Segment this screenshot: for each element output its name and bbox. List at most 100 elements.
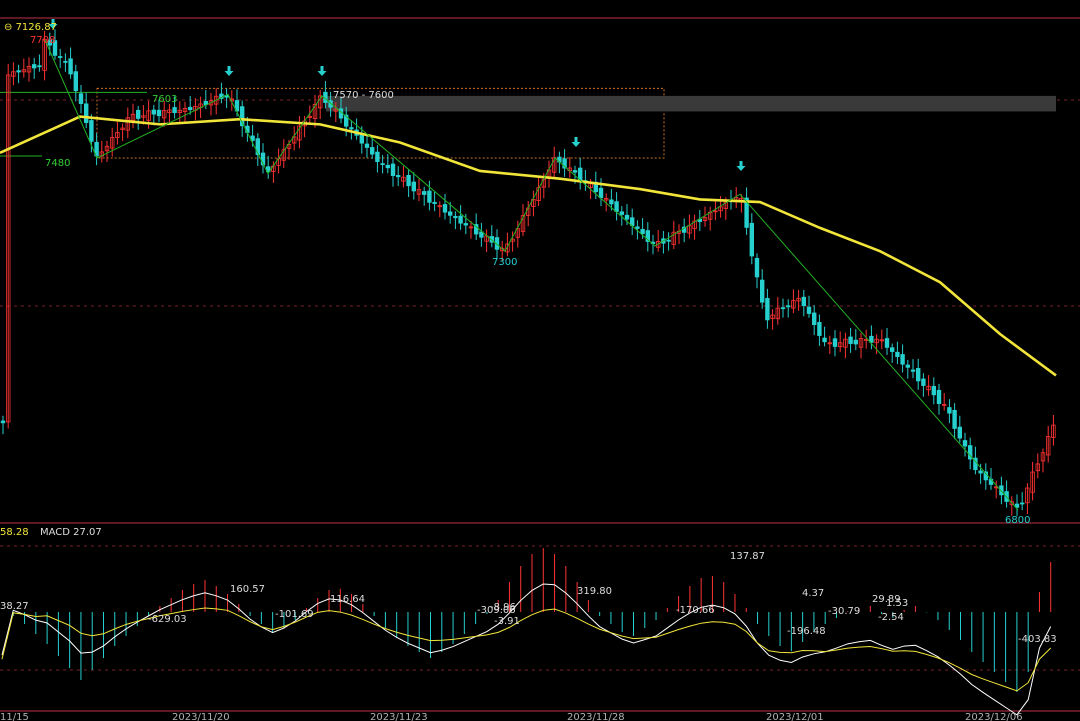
candle-body [744, 197, 749, 228]
candle-body [775, 307, 780, 320]
macd-label: 4.37 [802, 588, 824, 599]
candle-body [463, 223, 468, 226]
candle-body [645, 230, 650, 242]
candle-body [130, 113, 136, 121]
resistance-zone [326, 95, 1056, 112]
ma-value-label: ⊖ 7126.87 [4, 22, 57, 33]
candle-body [260, 152, 266, 166]
candle-body [936, 389, 942, 404]
candle-body [806, 306, 812, 314]
candle-body [702, 217, 708, 221]
candle-body [307, 116, 312, 118]
candle-body [671, 231, 676, 245]
price-label-high: 7708 [30, 35, 55, 46]
candle-body [21, 69, 26, 73]
candle-body [978, 470, 983, 474]
candle-body [37, 65, 42, 68]
macd-label: -309.06 [477, 605, 516, 616]
consolidation-rect [96, 87, 665, 159]
date-label: 2023/11/20 [172, 712, 230, 721]
macd-label: 38.27 [0, 601, 29, 612]
macd-label: -30.79 [828, 606, 860, 617]
candlestick-series [0, 29, 1056, 517]
candle-body [411, 181, 416, 192]
zigzag-polyline [44, 39, 1019, 511]
signal-arrows [48, 19, 746, 171]
macd-header-left: 58.28 [0, 527, 29, 538]
macd-label: -403.83 [1018, 634, 1057, 645]
candle-body [375, 151, 380, 163]
candle-body [687, 225, 692, 234]
macd-label: 116.64 [330, 594, 365, 605]
candle-body [89, 120, 94, 142]
candle-body [822, 337, 827, 343]
candle-body [947, 407, 952, 414]
candle-body [692, 220, 697, 230]
candle-body [874, 338, 879, 344]
candle-body [827, 342, 832, 345]
price-label-7480: 7480 [45, 158, 70, 169]
zone-label: 7570 - 7600 [333, 90, 394, 101]
candle-body [520, 215, 526, 232]
candle-body [369, 147, 375, 155]
candle-body [52, 40, 58, 56]
candle-body [380, 163, 385, 166]
candle-body [614, 201, 619, 212]
candle-body [120, 127, 125, 131]
candle-body [843, 338, 848, 348]
candle-body [473, 224, 479, 235]
candle-body [619, 211, 624, 215]
candle-body [853, 339, 858, 345]
candle-body [208, 100, 214, 106]
candle-body [442, 204, 448, 213]
candle-body [858, 338, 864, 348]
candle-body [895, 351, 900, 358]
candle-body [161, 110, 167, 119]
candle-body [234, 100, 240, 112]
zone-band [326, 95, 1056, 112]
candle-body [479, 231, 484, 238]
candle-body [640, 229, 645, 235]
macd-label: -101.69 [275, 609, 314, 620]
candle-body [104, 145, 110, 152]
macd-label: -170.66 [676, 605, 715, 616]
candle-body [760, 279, 765, 303]
candle-body [47, 39, 52, 46]
candle-body [255, 138, 260, 156]
candle-body [84, 103, 89, 123]
candle-body [754, 258, 760, 278]
candle-body [447, 211, 453, 216]
candle-body [604, 197, 609, 201]
candle-body [187, 106, 193, 111]
candle-body [167, 109, 172, 113]
candle-body [515, 228, 520, 238]
candle-body [713, 210, 718, 213]
candle-body [32, 64, 37, 69]
candle-body [900, 354, 905, 365]
candle-body [349, 127, 354, 130]
candle-body [489, 236, 494, 243]
candle-body [848, 336, 853, 344]
candle-body [916, 368, 921, 382]
candle-body [952, 409, 957, 429]
candle-body [531, 199, 536, 207]
price-label-7603: 7603 [152, 94, 177, 105]
candle-body [905, 364, 910, 368]
candle-body [609, 199, 614, 205]
candle-body [68, 58, 73, 75]
candle-body [765, 298, 770, 321]
date-label: 2023/12/01 [766, 712, 824, 721]
candle-body [110, 137, 115, 149]
candle-body [666, 239, 671, 242]
candle-body [718, 206, 723, 212]
candle-body [333, 108, 338, 112]
macd-header-label: MACD 27.07 [40, 527, 102, 538]
candle-body [879, 339, 884, 342]
candle-body [395, 175, 401, 178]
candle-body [453, 215, 458, 219]
candle-body [749, 222, 754, 257]
macd-label: 137.87 [730, 551, 765, 562]
candle-body [63, 60, 68, 63]
macd-label: -629.03 [148, 614, 187, 625]
